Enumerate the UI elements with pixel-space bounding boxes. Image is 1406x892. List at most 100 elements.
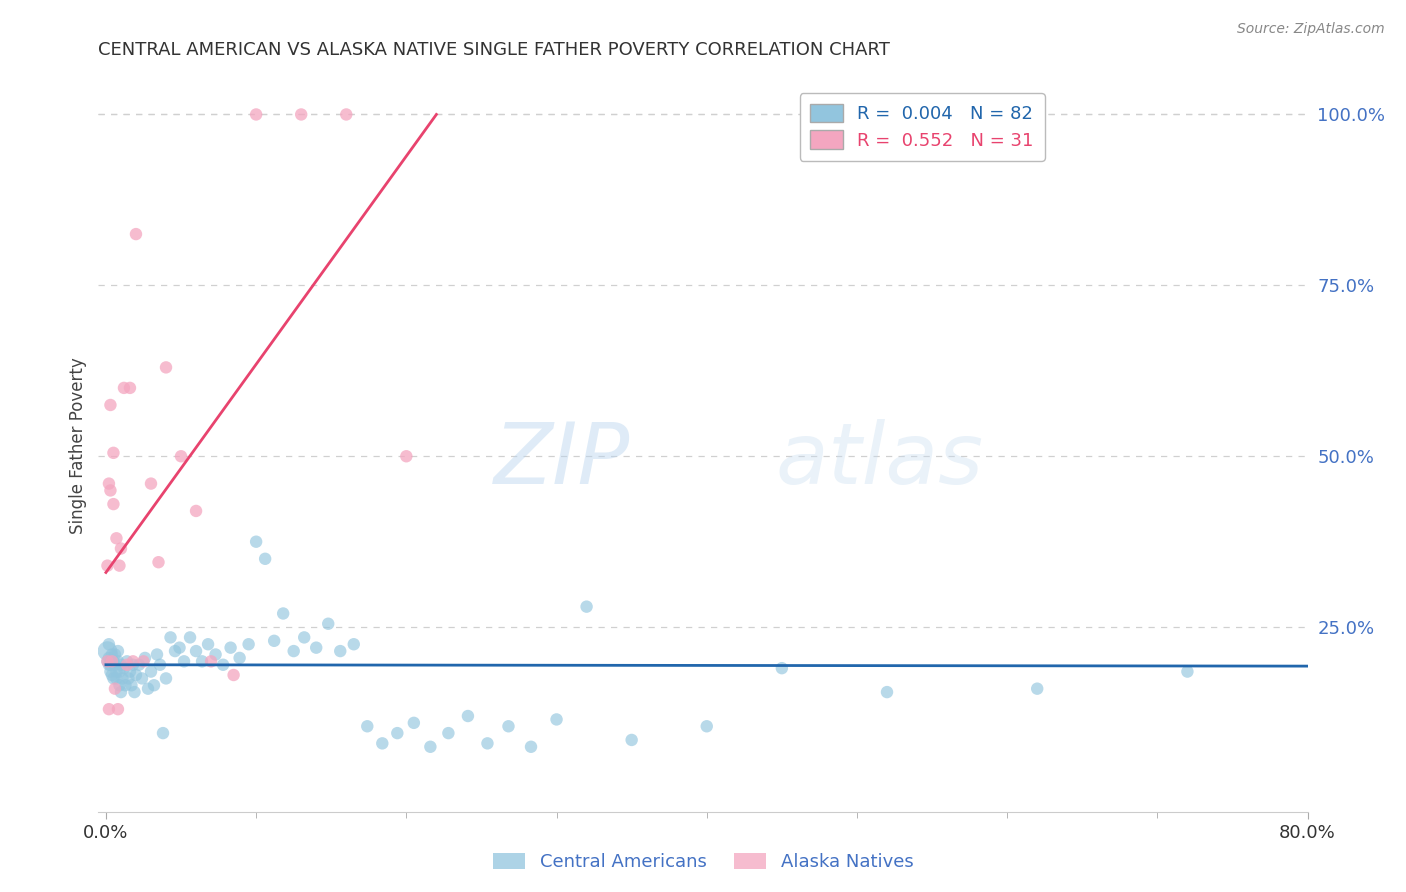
Point [121,678,143,692]
Point [620,733,643,747]
Point [457,709,479,723]
Point [139,665,162,679]
Point [254,551,277,566]
Point [292,631,315,645]
Point [124,685,146,699]
Point [125,668,148,682]
Point [97,702,120,716]
Point [770,661,793,675]
Text: CENTRAL AMERICAN VS ALASKA NATIVE SINGLE FATHER POVERTY CORRELATION CHART: CENTRAL AMERICAN VS ALASKA NATIVE SINGLE… [98,41,890,59]
Legend: R =  0.004   N = 82, R =  0.552   N = 31: R = 0.004 N = 82, R = 0.552 N = 31 [800,93,1045,161]
Text: atlas: atlas [776,419,984,502]
Point [169,640,191,655]
Point [184,504,207,518]
Point [179,631,201,645]
Point [134,651,156,665]
Point [159,631,181,645]
Point [107,654,129,668]
Point [371,736,394,750]
Point [155,672,177,686]
Point [204,648,226,662]
Point [200,654,222,668]
Point [575,599,598,614]
Point [115,657,138,672]
Text: Source: ZipAtlas.com: Source: ZipAtlas.com [1237,22,1385,37]
Point [146,648,169,662]
Point [114,678,136,692]
Point [108,665,131,679]
Point [131,672,153,686]
Point [520,739,543,754]
Point [290,107,312,121]
Point [283,644,305,658]
Point [419,739,441,754]
Point [125,227,148,241]
Point [402,715,425,730]
Point [173,654,195,668]
Point [101,648,124,662]
Point [148,555,170,569]
Point [387,726,409,740]
Point [103,446,125,460]
Point [245,107,267,121]
Point [104,681,127,696]
Point [238,637,260,651]
Point [122,657,145,672]
Point [100,398,122,412]
Point [100,483,122,498]
Point [316,616,339,631]
Point [143,678,166,692]
Point [97,476,120,491]
Point [110,541,132,556]
Point [112,381,135,395]
Point [108,678,131,692]
Point [100,665,122,679]
Point [96,654,118,668]
Point [107,702,129,716]
Point [395,449,418,463]
Point [103,654,125,668]
Point [111,672,134,686]
Point [136,681,159,696]
Point [96,558,118,573]
Point [96,654,118,668]
Point [112,661,135,675]
Point [152,726,174,740]
Point [97,657,120,672]
Point [104,657,127,672]
Y-axis label: Single Father Poverty: Single Father Poverty [69,358,87,534]
Point [105,531,128,545]
Point [117,672,139,686]
Point [97,651,120,665]
Point [108,558,131,573]
Point [110,685,132,699]
Point [101,668,124,682]
Legend: Central Americans, Alaska Natives: Central Americans, Alaska Natives [485,846,921,879]
Point [498,719,520,733]
Point [128,657,150,672]
Point [546,713,568,727]
Point [122,654,145,668]
Point [305,640,328,655]
Point [191,654,214,668]
Point [103,672,125,686]
Point [197,637,219,651]
Point [132,654,155,668]
Point [105,665,128,679]
Point [115,654,138,668]
Point [437,726,460,740]
Point [107,644,129,658]
Text: ZIP: ZIP [494,419,630,502]
Point [356,719,378,733]
Point [184,644,207,658]
Point [149,657,172,672]
Point [1177,665,1199,679]
Point [219,640,242,655]
Point [110,657,132,672]
Point [228,651,250,665]
Point [97,637,120,651]
Point [170,449,193,463]
Point [245,534,267,549]
Point [104,648,127,662]
Point [876,685,898,699]
